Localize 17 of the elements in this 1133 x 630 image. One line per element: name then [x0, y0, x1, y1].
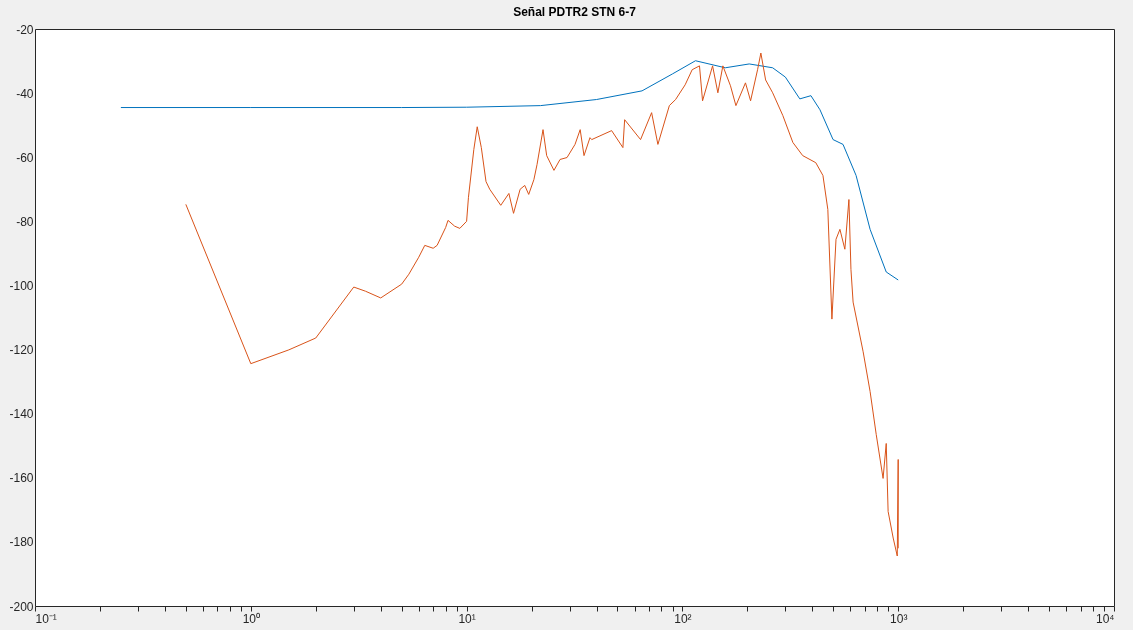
y-tick-label: -160 — [9, 471, 34, 486]
x-tick-label: 10⁴ — [1095, 611, 1115, 626]
y-tick-label: -140 — [9, 407, 34, 422]
y-tick-label: -20 — [16, 22, 34, 37]
y-tick-label: -40 — [16, 86, 34, 101]
y-tick-label: -180 — [9, 535, 34, 550]
chart-title: Señal PDTR2 STN 6-7 — [513, 5, 637, 19]
y-tick-label: -200 — [9, 599, 34, 614]
y-tick-label: -100 — [9, 278, 34, 293]
x-tick-label: 10⁻¹ — [35, 611, 57, 626]
x-tick-label: 10³ — [890, 611, 908, 626]
x-tick-label: 10² — [674, 611, 692, 626]
x-tick-label: 10⁰ — [242, 611, 260, 626]
x-tick-label: 10¹ — [458, 611, 476, 626]
y-tick-label: -80 — [16, 214, 34, 229]
y-tick-label: -120 — [9, 343, 34, 358]
y-tick-label: -60 — [16, 150, 34, 165]
